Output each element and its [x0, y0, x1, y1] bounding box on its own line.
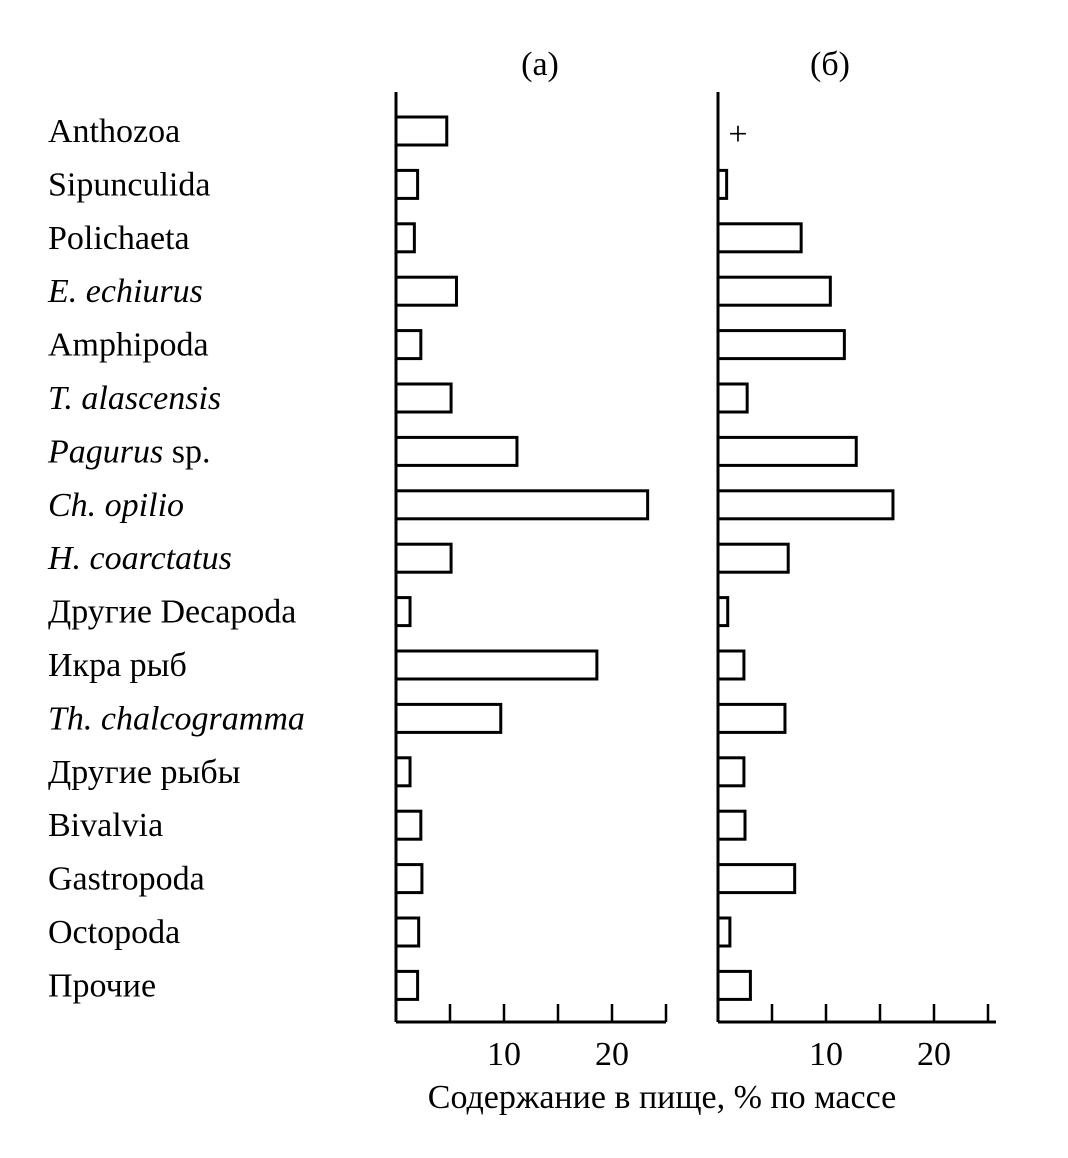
bar-b-9 — [716, 542, 790, 574]
panel-a: (а) 10 20 — [394, 46, 668, 1073]
bar-a-14 — [394, 809, 423, 841]
bar-b-10 — [716, 596, 730, 628]
category-label-6: T. alascensis — [48, 380, 221, 417]
bar-b-2 — [716, 168, 729, 200]
bar-a-4 — [394, 275, 458, 307]
category-labels: Anthozoa Sipunculida Polichaeta E. echiurus… — [47, 113, 305, 1004]
bar-a-6 — [394, 382, 453, 414]
bar-b-13 — [716, 756, 746, 788]
bar-b-15 — [716, 863, 797, 895]
bar-a-12 — [394, 702, 503, 734]
category-label-15: Gastropoda — [48, 861, 205, 898]
bar-a-17 — [394, 969, 420, 1001]
bar-b-6 — [716, 382, 749, 414]
category-label-5: Amphipoda — [48, 327, 209, 364]
bar-a-10 — [394, 596, 412, 628]
category-label-8: Ch. opilio — [48, 487, 184, 524]
bar-b-16 — [716, 916, 732, 948]
x-tick-label-a-20: 20 — [595, 1036, 629, 1073]
x-tick-label-a-10: 10 — [487, 1036, 521, 1073]
category-label-7: Pagurus sp. — [47, 433, 210, 470]
bar-a-9 — [394, 542, 453, 574]
bar-b-5 — [716, 329, 846, 361]
category-label-12: Th. chalcogramma — [48, 700, 305, 737]
category-label-11: Икра рыб — [48, 647, 187, 684]
bar-a-11 — [394, 649, 599, 681]
bar-b-8 — [716, 489, 895, 521]
bar-b-11 — [716, 649, 746, 681]
category-label-13: Другие рыбы — [48, 754, 241, 791]
bar-a-8 — [394, 489, 650, 521]
bar-b-3 — [716, 222, 803, 254]
category-label-2: Sipunculida — [48, 166, 210, 203]
panel-b: (б) 10 20 + — [716, 46, 996, 1073]
bar-a-1 — [394, 115, 449, 147]
x-tick-label-b-10: 10 — [809, 1036, 843, 1073]
category-label-10: Другие Decapoda — [48, 594, 296, 631]
category-label-16: Octopoda — [48, 914, 180, 951]
panel-title-b: (б) — [810, 46, 850, 83]
bar-a-3 — [394, 222, 416, 254]
x-tick-label-b-20: 20 — [917, 1036, 951, 1073]
panel-title-a: (а) — [521, 46, 559, 83]
bar-b-14 — [716, 809, 747, 841]
category-label-3: Polichaeta — [48, 220, 190, 257]
category-label-9: H. coarctatus — [47, 540, 232, 577]
bar-a-5 — [394, 329, 423, 361]
bar-b-12 — [716, 702, 787, 734]
bar-b-7 — [716, 435, 858, 467]
x-axis-title: Содержание в пище, % по массе — [428, 1079, 896, 1116]
annotation-b-1: + — [728, 116, 747, 153]
bar-a-7 — [394, 435, 519, 467]
category-label-14: Bivalvia — [48, 807, 163, 844]
bar-a-16 — [394, 916, 421, 948]
bar-a-15 — [394, 863, 424, 895]
category-label-17: Прочие — [48, 967, 156, 1004]
bar-a-13 — [394, 756, 412, 788]
bar-a-2 — [394, 168, 420, 200]
category-label-1: Anthozoa — [48, 113, 180, 150]
bar-b-4 — [716, 275, 832, 307]
category-label-4: E. echiurus — [47, 273, 203, 310]
bar-b-17 — [716, 969, 752, 1001]
